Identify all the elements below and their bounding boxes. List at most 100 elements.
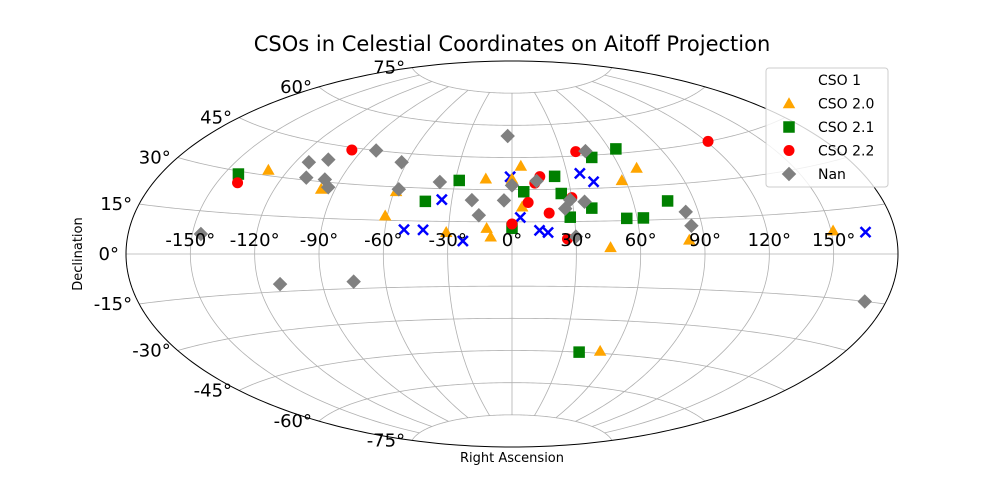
point-cso-2-2 xyxy=(346,144,358,156)
point-nan xyxy=(562,192,578,208)
projection-boundary xyxy=(125,60,899,448)
point-cso-1 xyxy=(398,223,410,236)
x-tick-label: -30° xyxy=(428,230,466,251)
point-cso-1 xyxy=(417,223,429,236)
point-cso-2-1 xyxy=(517,186,530,198)
legend-marker xyxy=(781,166,797,182)
point-nan xyxy=(500,128,515,144)
point-cso-2-0 xyxy=(378,209,392,221)
point-nan xyxy=(577,194,592,209)
longitude-gridline xyxy=(555,89,642,419)
y-tick-label: -15° xyxy=(94,294,132,315)
x-tick-label: 60° xyxy=(625,230,657,251)
point-cso-2-1 xyxy=(621,212,633,225)
point-cso-2-0 xyxy=(593,344,607,356)
point-cso-2-1 xyxy=(453,174,465,187)
legend: CSO 1 CSO 2.0 CSO 2.1 CSO 2.2 Nan xyxy=(765,67,889,188)
point-cso-2-1 xyxy=(555,187,567,200)
point-nan xyxy=(857,294,873,309)
point-cso-1 xyxy=(533,224,546,237)
point-nan xyxy=(578,143,593,159)
y-tick-label: 30° xyxy=(139,148,171,169)
point-cso-1 xyxy=(859,226,872,239)
y-tick-label: -75° xyxy=(367,430,405,451)
longitude-gridline xyxy=(189,74,420,434)
point-nan xyxy=(301,154,317,170)
point-cso-2-2 xyxy=(702,135,714,147)
point-nan xyxy=(568,229,584,244)
longitude-gridline xyxy=(575,86,706,422)
legend-entry: Nan xyxy=(781,166,846,183)
x-tick-label: 30° xyxy=(560,230,592,251)
x-tick-label: -90° xyxy=(300,230,338,251)
legend-entry: CSO 2.1 xyxy=(783,120,874,136)
legend-label: Nan xyxy=(818,167,846,183)
x-tick-label: -60° xyxy=(364,230,402,251)
x-tick-label: -120° xyxy=(230,230,280,251)
point-nan xyxy=(320,179,336,195)
point-nan xyxy=(346,274,361,289)
point-cso-2-0 xyxy=(826,224,840,236)
longitude-gridline xyxy=(534,92,577,416)
x-tick-label: -150° xyxy=(165,230,215,251)
y-tick-label: -45° xyxy=(194,380,232,401)
point-cso-1 xyxy=(456,235,469,247)
x-tick-label: 90° xyxy=(689,230,721,251)
point-nan xyxy=(193,226,209,242)
longitude-gridline xyxy=(604,74,835,434)
point-nan xyxy=(394,154,409,170)
point-cso-2-0 xyxy=(480,221,493,233)
point-cso-2-0 xyxy=(262,163,275,175)
x-tick-label: 120° xyxy=(748,230,791,251)
chart-title: CSOs in Celestial Coordinates on Aitoff … xyxy=(254,32,771,56)
point-cso-2-2 xyxy=(232,177,244,189)
y-tick-label: 15° xyxy=(100,194,132,215)
latitude-gridline xyxy=(411,414,613,441)
point-cso-2-0 xyxy=(514,159,528,171)
point-cso-2-0 xyxy=(515,200,529,212)
point-nan xyxy=(471,208,487,223)
point-cso-1 xyxy=(587,175,600,188)
point-nan xyxy=(299,170,314,185)
point-cso-2-1 xyxy=(610,143,622,155)
legend-box xyxy=(765,67,889,188)
point-cso-2-0 xyxy=(604,241,617,253)
legend-label: CSO 2.2 xyxy=(818,144,874,160)
y-axis-label: Declination xyxy=(71,217,86,291)
longitude-gridline xyxy=(591,81,770,427)
point-cso-1 xyxy=(435,193,448,206)
point-cso-2-1 xyxy=(573,346,585,358)
point-cso-2-0 xyxy=(439,226,453,237)
tick-labels: -150° -120° -90° -60° -30° 0° 30° 60° 90° 120° 150… xyxy=(94,58,856,452)
longitude-gridline xyxy=(318,86,449,422)
point-cso-2-0 xyxy=(683,233,696,245)
y-tick-label: -60° xyxy=(274,411,312,432)
longitude-gridline xyxy=(382,89,469,419)
longitude-gridline xyxy=(447,92,490,416)
y-tick-label: -30° xyxy=(132,341,170,362)
y-tick-label: 45° xyxy=(200,108,232,129)
legend-entry: CSO 2.0 xyxy=(782,97,874,113)
point-cso-2-2 xyxy=(570,146,582,158)
x-axis-label: Right Ascension xyxy=(460,451,564,466)
point-cso-2-0 xyxy=(484,230,497,242)
y-tick-label: 60° xyxy=(280,77,312,98)
point-nan xyxy=(432,174,448,190)
legend-entry: CSO 2.2 xyxy=(783,144,874,160)
legend-marker xyxy=(783,121,795,133)
longitude-gridline xyxy=(254,81,433,427)
point-cso-2-2 xyxy=(522,196,534,208)
point-nan xyxy=(529,173,544,189)
point-nan xyxy=(504,178,520,193)
point-nan xyxy=(321,152,336,167)
point-cso-2-2 xyxy=(543,207,555,219)
point-cso-2-1 xyxy=(661,195,674,207)
point-cso-2-1 xyxy=(419,195,432,208)
grid-lines xyxy=(126,67,898,441)
point-cso-2-1 xyxy=(637,212,650,224)
point-cso-2-0 xyxy=(479,172,493,184)
point-nan xyxy=(496,193,512,208)
point-cso-2-0 xyxy=(630,161,643,173)
x-tick-label: 150° xyxy=(812,230,855,251)
